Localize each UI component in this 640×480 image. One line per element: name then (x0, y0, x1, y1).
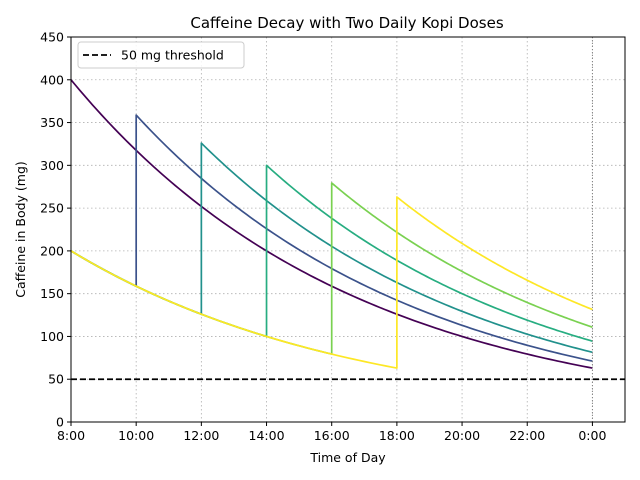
series-line-dose-18 (70, 196, 593, 369)
x-tick-label: 22:00 (509, 428, 545, 443)
y-tick-label: 50 (48, 372, 64, 387)
x-tick-label: 0:00 (578, 428, 606, 443)
series-layer (70, 79, 593, 369)
legend: 50 mg threshold (77, 41, 245, 69)
chart-title: Caffeine Decay with Two Daily Kopi Doses (190, 14, 503, 32)
legend-threshold-label: 50 mg threshold (121, 48, 224, 63)
y-axis-label: Caffeine in Body (mg) (13, 161, 28, 298)
x-tick-label: 18:00 (379, 428, 415, 443)
x-tick-label: 10:00 (118, 428, 154, 443)
x-tick-label: 12:00 (183, 428, 219, 443)
x-tick-label: 20:00 (444, 428, 480, 443)
y-tick-label: 100 (40, 329, 64, 344)
x-tick-label: 8:00 (57, 428, 85, 443)
y-tick-label: 350 (40, 115, 64, 130)
plot-frame (70, 36, 626, 423)
y-tick-label: 300 (40, 158, 64, 173)
x-axis-label: Time of Day (309, 450, 386, 465)
y-tick-label: 150 (40, 286, 64, 301)
y-tick-label: 0 (56, 415, 64, 430)
legend-box (77, 41, 245, 69)
x-tick-label: 16:00 (314, 428, 350, 443)
x-tick-label: 14:00 (249, 428, 285, 443)
ticks: 8:00 10:00 12:00 14:00 16:00 18:00 20:00 22:00 0… (40, 30, 606, 444)
y-tick-label: 400 (40, 72, 64, 87)
y-tick-label: 450 (40, 30, 64, 45)
y-tick-label: 250 (40, 201, 64, 216)
y-tick-label: 200 (40, 243, 64, 258)
